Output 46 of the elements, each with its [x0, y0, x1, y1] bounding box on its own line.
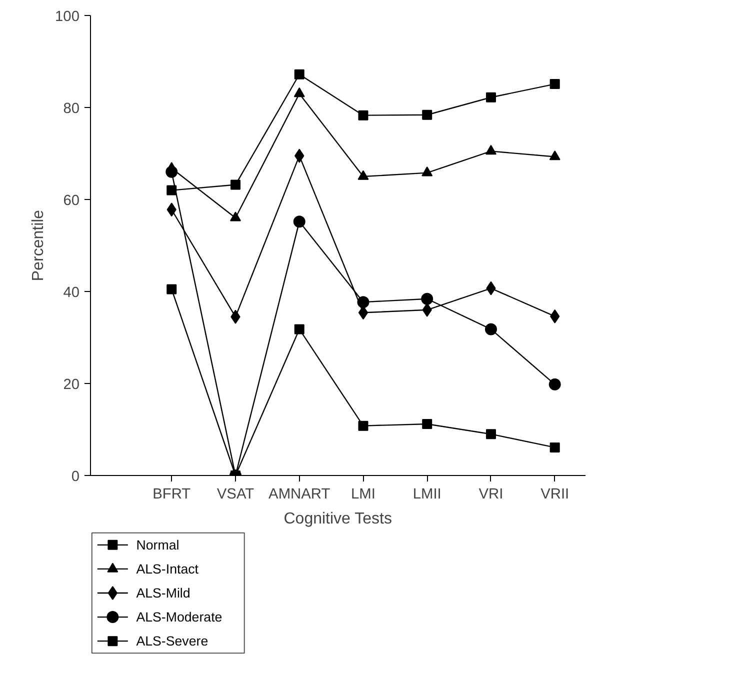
point [550, 79, 560, 90]
legend-label: ALS-Mild [136, 586, 190, 600]
legend-label: ALS-Severe [136, 634, 208, 649]
x-tick-label: LMI [351, 486, 376, 502]
x-tick-label: LMII [412, 486, 442, 502]
point [357, 296, 370, 308]
x-axis-title: Cognitive Tests [284, 510, 392, 528]
point [358, 110, 368, 120]
point [230, 180, 240, 190]
point [550, 442, 560, 452]
point [485, 144, 496, 155]
x-tick-label: VRI [478, 486, 504, 502]
point [294, 87, 305, 98]
point [422, 110, 432, 120]
point [549, 150, 560, 160]
y-axis-title: Percentile [30, 210, 48, 282]
point [484, 323, 497, 336]
y-tick-label: 80 [63, 101, 80, 117]
point [293, 216, 306, 228]
point [358, 306, 368, 320]
point [294, 324, 304, 334]
point [358, 170, 369, 180]
point [166, 166, 178, 178]
point [166, 284, 177, 294]
x-tick-label: AMNART [268, 486, 330, 502]
point [294, 69, 304, 80]
point [358, 420, 368, 431]
x-tick-label: VRII [540, 486, 570, 502]
y-tick-label: 60 [63, 193, 80, 209]
point [166, 185, 177, 196]
point [421, 292, 434, 305]
point [230, 212, 241, 222]
point [422, 166, 433, 176]
x-tick-label: BFRT [152, 486, 191, 502]
point [486, 429, 496, 440]
point [422, 418, 432, 429]
legend-label: ALS-Intact [136, 561, 199, 576]
y-tick-label: 0 [71, 469, 80, 485]
point [548, 378, 561, 390]
point [486, 92, 496, 102]
legend-label: Normal [136, 537, 180, 552]
y-tick-label: 100 [55, 9, 80, 25]
y-tick-label: 20 [63, 377, 80, 393]
x-tick-label: VSAT [216, 486, 254, 502]
y-tick-label: 40 [63, 285, 80, 301]
legend-label: ALS-Moderate [136, 610, 222, 625]
